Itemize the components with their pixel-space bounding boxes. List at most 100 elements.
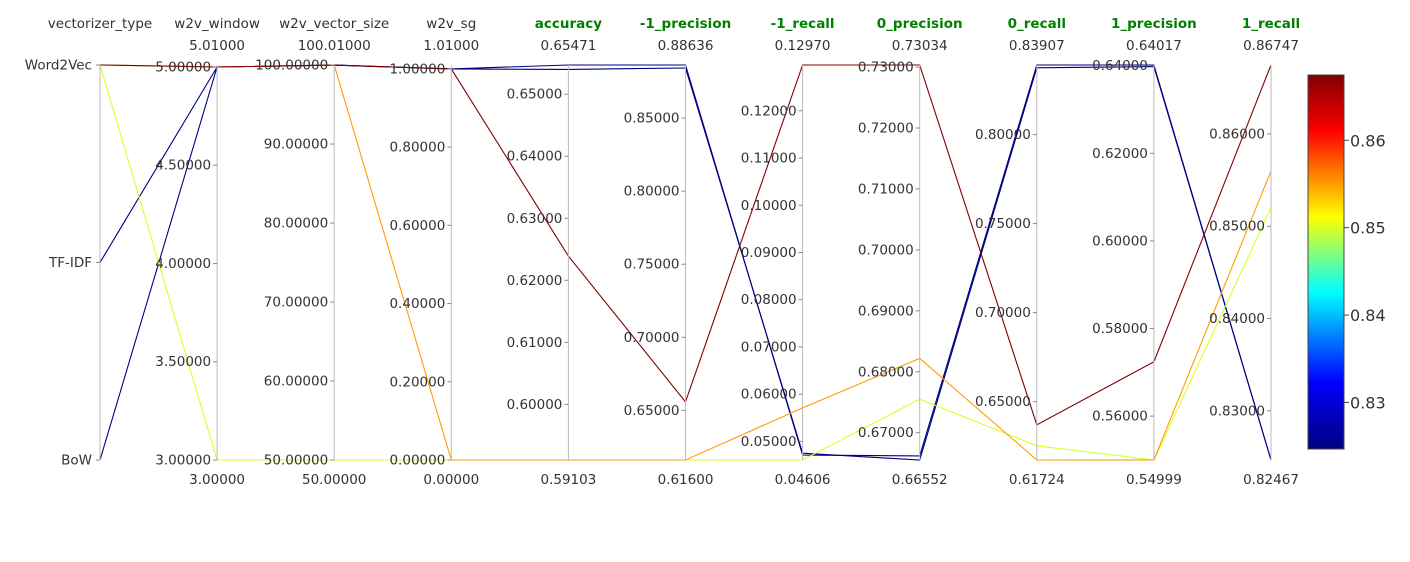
tick-label: 0.70000 [858, 242, 914, 258]
axis-1-precision: -1_precision 0.88636 0.61600 0.85000 0.80000… [624, 16, 732, 488]
axis-range-min: 0.61724 [1009, 472, 1065, 488]
tick-label: 0.20000 [389, 374, 445, 390]
tick-label: 0.72000 [858, 121, 914, 137]
axis-range-min: 0.61600 [658, 472, 714, 488]
axis-w2v-sg: w2v_sg 1.01000 0.00000 1.00000 0.80000 0.6000… [389, 16, 479, 488]
tick-label: 0.70000 [624, 330, 680, 346]
tick-label: 0.08000 [741, 292, 797, 308]
tick-label: 0.11000 [741, 151, 797, 167]
tick-label: 0.73000 [858, 60, 914, 76]
axis-range-min: 50.00000 [302, 472, 366, 488]
tick-label: 0.85000 [624, 111, 680, 127]
axis-range-max: 0.83907 [1009, 38, 1065, 54]
tick-label: 0.09000 [741, 245, 797, 261]
tick-label: 80.00000 [264, 216, 328, 232]
axis-range-max: 0.73034 [892, 38, 948, 54]
tick-label: 0.62000 [1092, 146, 1148, 162]
tick-label: 70.00000 [264, 295, 328, 311]
axis-range-max: 0.88636 [658, 38, 714, 54]
axis-range-min: 0.59103 [540, 472, 596, 488]
tick-label: 0.68000 [858, 364, 914, 380]
tick-label: 0.75000 [975, 216, 1031, 232]
tick-label: 0.64000 [507, 149, 563, 165]
colorbar-tick-label: 0.83 [1350, 393, 1386, 412]
tick-label: 0.83000 [1209, 403, 1265, 419]
axis-range-min: 3.00000 [189, 472, 245, 488]
axis-1-precision: 1_precision 0.64017 0.54999 0.64000 0.62000 0… [1092, 16, 1197, 488]
tick-label: 0.69000 [858, 303, 914, 319]
axes: vectorizer_type Word2Vec TF-IDF BoW w2v_wind… [25, 16, 1300, 488]
tick-label: 0.10000 [741, 198, 797, 214]
tick-label: 0.40000 [389, 296, 445, 312]
axis-title: w2v_sg [426, 16, 476, 32]
tick-label: 0.58000 [1092, 321, 1148, 337]
tick-label: 0.60000 [507, 397, 563, 413]
axis-range-max: 0.65471 [540, 38, 596, 54]
tick-label: 0.56000 [1092, 409, 1148, 425]
axis-range-min: 0.66552 [892, 472, 948, 488]
axis-title: vectorizer_type [48, 16, 152, 32]
tick-label: 100.00000 [255, 58, 328, 74]
tick-label: 0.71000 [858, 181, 914, 197]
axis-title: w2v_window [174, 16, 260, 32]
axis-range-max: 5.01000 [189, 38, 245, 54]
axis-0-precision: 0_precision 0.73034 0.66552 0.73000 0.72000 0… [858, 16, 963, 488]
tick-label: 50.00000 [264, 453, 328, 469]
axis-title: -1_precision [640, 16, 731, 32]
tick-label: 0.06000 [741, 387, 797, 403]
axis-range-max: 0.86747 [1243, 38, 1299, 54]
tick-label: 0.61000 [507, 335, 563, 351]
axis-title: 1_recall [1242, 16, 1300, 32]
tick-label: 0.86000 [1209, 126, 1265, 142]
axis-range-min: 0.00000 [423, 472, 479, 488]
axis-title: 1_precision [1111, 16, 1197, 32]
tick-label: 0.85000 [1209, 219, 1265, 235]
colorbar-tick-label: 0.85 [1350, 219, 1386, 238]
axis-range-max: 1.01000 [423, 38, 479, 54]
axis-w2v-window: w2v_window 5.01000 3.00000 5.00000 4.50000 4.… [155, 16, 260, 488]
tick-label: 0.84000 [1209, 311, 1265, 327]
axis-range-min: 0.82467 [1243, 472, 1299, 488]
axis-1-recall: 1_recall 0.86747 0.82467 0.86000 0.85000 0.84… [1209, 16, 1300, 488]
axis-title: 0_recall [1008, 16, 1066, 32]
axis-title: w2v_vector_size [279, 16, 389, 32]
axis-title: 0_precision [877, 16, 963, 32]
colorbar: 0.86 0.85 0.84 0.83 [1307, 74, 1386, 450]
tick-label: 4.50000 [155, 158, 211, 174]
tick-label: 0.80000 [975, 127, 1031, 143]
tick-label: 1.00000 [389, 61, 445, 77]
axis-0-recall: 0_recall 0.83907 0.61724 0.80000 0.75000 0.70… [975, 16, 1066, 488]
tick-label: 0.60000 [1092, 233, 1148, 249]
tick-label: 0.62000 [507, 273, 563, 289]
axis-range-max: 0.12970 [775, 38, 831, 54]
tick-label: 0.80000 [389, 140, 445, 156]
tick-label: 90.00000 [264, 137, 328, 153]
axis-range-max: 0.64017 [1126, 38, 1182, 54]
tick-label: 3.50000 [155, 354, 211, 370]
tick-label: 0.63000 [507, 211, 563, 227]
axis-w2v-vector-size: w2v_vector_size 100.01000 50.00000 100.0000… [255, 16, 389, 488]
axis-range-min: 0.04606 [775, 472, 831, 488]
tick-label: 0.67000 [858, 425, 914, 441]
tick-label: 0.12000 [741, 103, 797, 119]
tick-label: 0.64000 [1092, 58, 1148, 74]
tick-label: 4.00000 [155, 256, 211, 272]
tick-label: 0.07000 [741, 339, 797, 355]
axis-range-max: 100.01000 [298, 38, 371, 54]
tick-label: 0.80000 [624, 184, 680, 200]
tick-label: 0.75000 [624, 257, 680, 273]
tick-label: 0.65000 [507, 87, 563, 103]
tick-label: 0.70000 [975, 305, 1031, 321]
axis-title: -1_recall [771, 16, 835, 32]
tick-label: 60.00000 [264, 374, 328, 390]
colorbar-tick-label: 0.86 [1350, 131, 1386, 150]
axis-range-min: 0.54999 [1126, 472, 1182, 488]
tick-label: TF-IDF [48, 255, 92, 271]
colorbar-tick-label: 0.84 [1350, 306, 1386, 325]
tick-label: 0.65000 [975, 394, 1031, 410]
tick-label: 5.00000 [155, 59, 211, 75]
tick-label: 0.00000 [389, 453, 445, 469]
axis-vectorizer-type: vectorizer_type Word2Vec TF-IDF BoW [25, 16, 152, 469]
tick-label: BoW [61, 453, 92, 469]
